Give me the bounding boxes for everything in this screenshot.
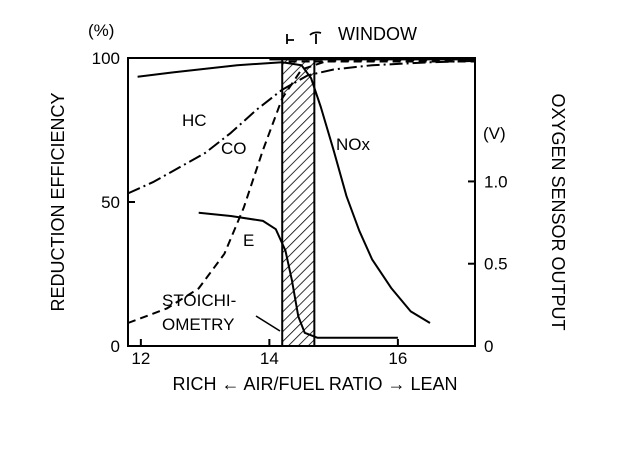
- x-tick-label: 12: [131, 349, 150, 368]
- series-lines: [127, 58, 476, 339]
- left-axis-unit: (%): [88, 21, 114, 40]
- right-y-tick-label: 1.0: [484, 172, 508, 191]
- series-label-hc: HC: [182, 111, 207, 130]
- left-y-tick-label: 0: [111, 337, 120, 356]
- right-y-tick-label: 0: [484, 337, 493, 356]
- window-region: WINDOW: [281, 24, 417, 346]
- x-axis-title: RICH ← AIR/FUEL RATIO → LEAN: [172, 374, 457, 394]
- left-axis-title: REDUCTION EFFICIENCY: [48, 92, 68, 311]
- window-hatched-area: [282, 58, 315, 346]
- x-tick-label: 16: [388, 349, 407, 368]
- right-y-tick-label: 0.5: [484, 255, 508, 274]
- left-y-tick-label: 100: [92, 49, 120, 68]
- right-axis-unit: (V): [483, 124, 506, 143]
- stoichiometry-label-line2: OMETRY: [162, 315, 234, 334]
- series-label-nox: NOx: [336, 135, 371, 154]
- series-label-co: CO: [221, 139, 247, 158]
- window-label: WINDOW: [338, 24, 417, 44]
- series-label-e: E: [243, 231, 254, 250]
- stoichiometry-label-line1: STOICHI-: [162, 291, 236, 310]
- stoichiometry-pointer: [255, 315, 281, 332]
- series-line-co: [127, 58, 476, 324]
- left-y-tick-label: 50: [101, 193, 120, 212]
- window-right-bracket: [309, 31, 322, 44]
- x-tick-label: 14: [260, 349, 279, 368]
- series-line-e: [198, 211, 398, 339]
- series-line-nox: [137, 61, 431, 324]
- series-line-hc: [127, 59, 476, 195]
- right-axis-title: OXYGEN SENSOR OUTPUT: [548, 93, 568, 330]
- window-left-bracket: [286, 34, 294, 44]
- axis-ticks: 12 14 16 0 50 100 0 0.5 1.0: [92, 49, 508, 368]
